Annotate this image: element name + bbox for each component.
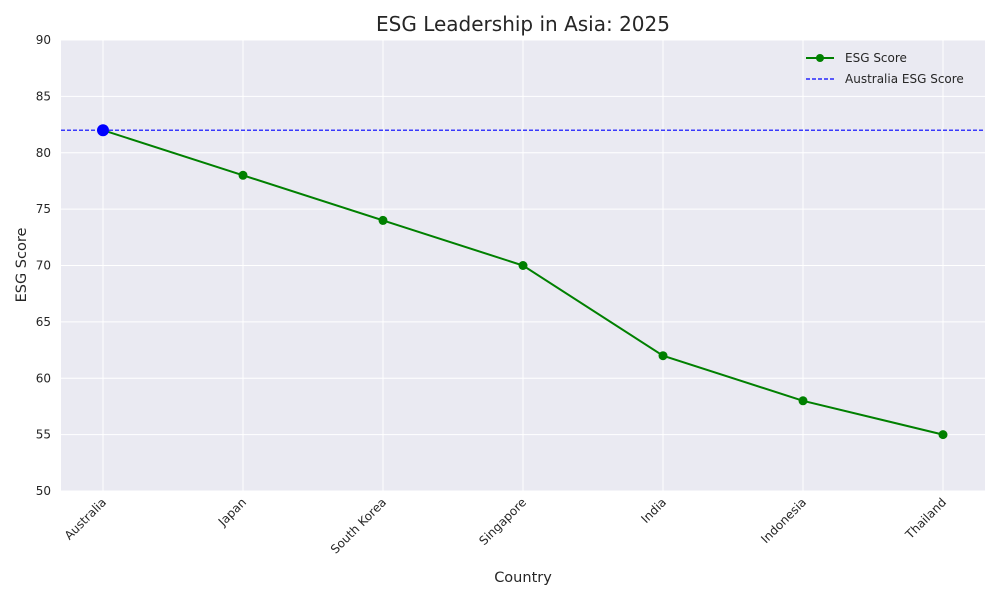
x-tick-label: South Korea	[328, 495, 389, 556]
y-tick-label: 65	[36, 315, 51, 329]
legend-label-esg-score: ESG Score	[845, 51, 907, 65]
y-tick-label: 55	[36, 428, 51, 442]
highlight-point	[97, 124, 109, 137]
x-tick-label: Singapore	[476, 495, 529, 548]
data-point	[938, 430, 948, 440]
x-tick-label: India	[638, 495, 669, 526]
y-tick-labels: 50 55 60 65 70 75 80 85 90	[36, 33, 51, 498]
data-point	[378, 215, 388, 225]
data-point	[658, 351, 668, 361]
data-point	[518, 261, 528, 270]
y-tick-label: 85	[36, 89, 51, 103]
y-tick-label: 70	[36, 259, 51, 273]
legend-label-australia-esg-score: Australia ESG Score	[845, 72, 964, 86]
data-point	[798, 396, 808, 406]
x-tick-label: Japan	[215, 495, 249, 529]
y-tick-label: 80	[36, 146, 51, 160]
legend: ESG Score Australia ESG Score	[806, 51, 964, 86]
y-tick-label: 50	[36, 484, 51, 498]
y-tick-label: 60	[36, 371, 51, 385]
grid-lines	[61, 39, 985, 492]
data-point	[238, 170, 248, 180]
y-axis-label: ESG Score	[14, 228, 30, 303]
legend-marker-dot	[816, 54, 824, 62]
x-tick-label: Australia	[62, 495, 109, 542]
y-tick-label: 90	[36, 33, 51, 47]
y-tick-label: 75	[36, 202, 51, 216]
chart-title: ESG Leadership in Asia: 2025	[376, 12, 670, 36]
x-tick-label: Indonesia	[758, 495, 809, 546]
x-axis-label: Country	[494, 570, 552, 586]
x-tick-labels: Australia Japan South Korea Singapore India I…	[62, 495, 949, 556]
x-tick-label: Thailand	[902, 495, 949, 542]
